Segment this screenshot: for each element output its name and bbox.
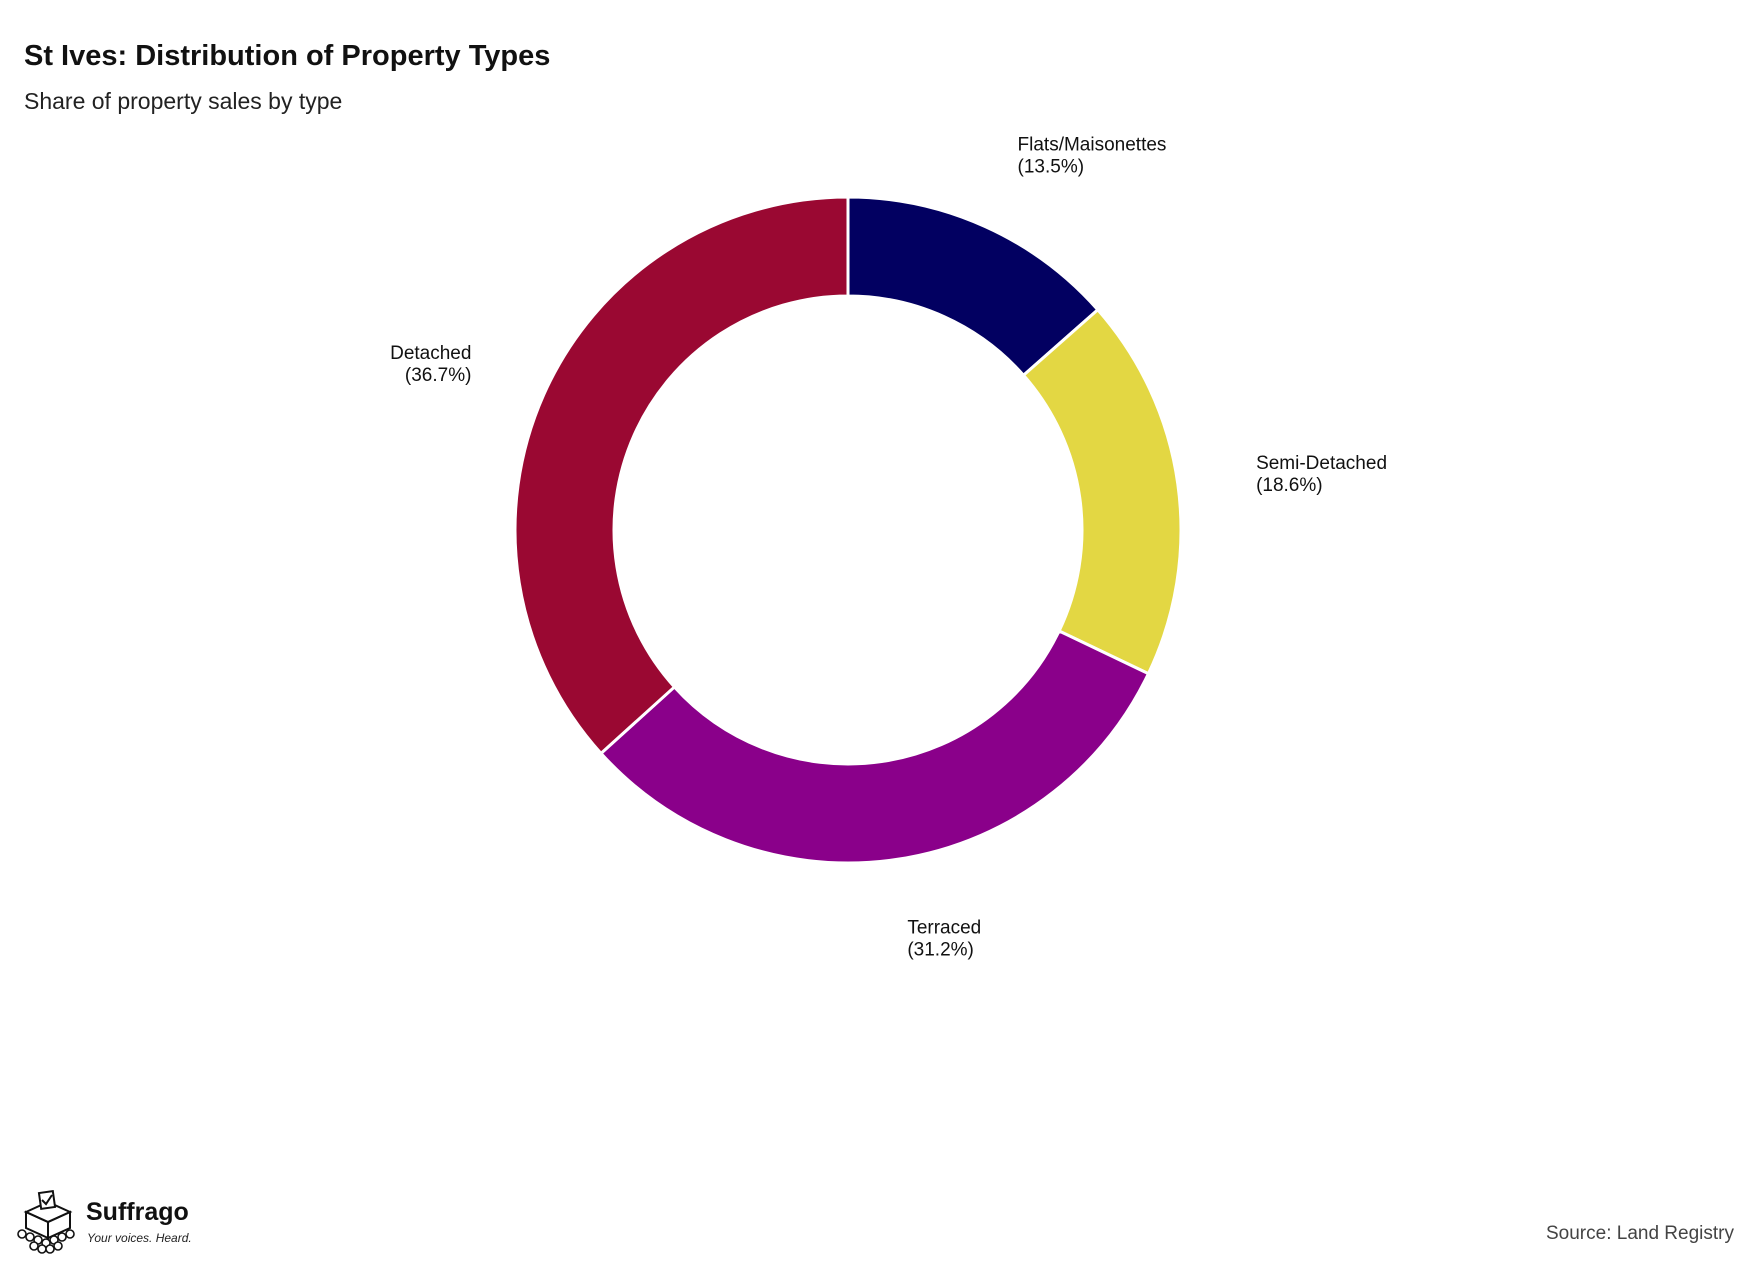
source-note: Source: Land Registry [1546, 1223, 1734, 1244]
chart-subtitle: Share of property sales by type [24, 88, 343, 114]
slice-label-semi-detached: Semi-Detached (18.6%) [1256, 453, 1387, 496]
slice-label-detached: Detached (36.7%) [390, 343, 471, 386]
slice-label-flats-maisonettes: Flats/Maisonettes (13.5%) [1018, 135, 1167, 178]
brand-tagline: Your voices. Heard. [87, 1231, 192, 1245]
brand-name: Suffrago [86, 1198, 189, 1226]
slice-labels: Flats/Maisonettes (13.5%) Semi-Detached (18… [390, 135, 1387, 961]
brand-logo: Suffrago Your voices. Heard. [14, 1189, 214, 1254]
slice-label-terraced: Terraced (31.2%) [907, 918, 981, 961]
slice-terraced [598, 628, 1151, 865]
donut-slices [513, 195, 1183, 865]
chart-title: St Ives: Distribution of Property Types [24, 40, 551, 72]
slice-semi-detached [1021, 307, 1183, 676]
ballot-box-icon [17, 1189, 75, 1254]
slice-detached [513, 195, 850, 756]
